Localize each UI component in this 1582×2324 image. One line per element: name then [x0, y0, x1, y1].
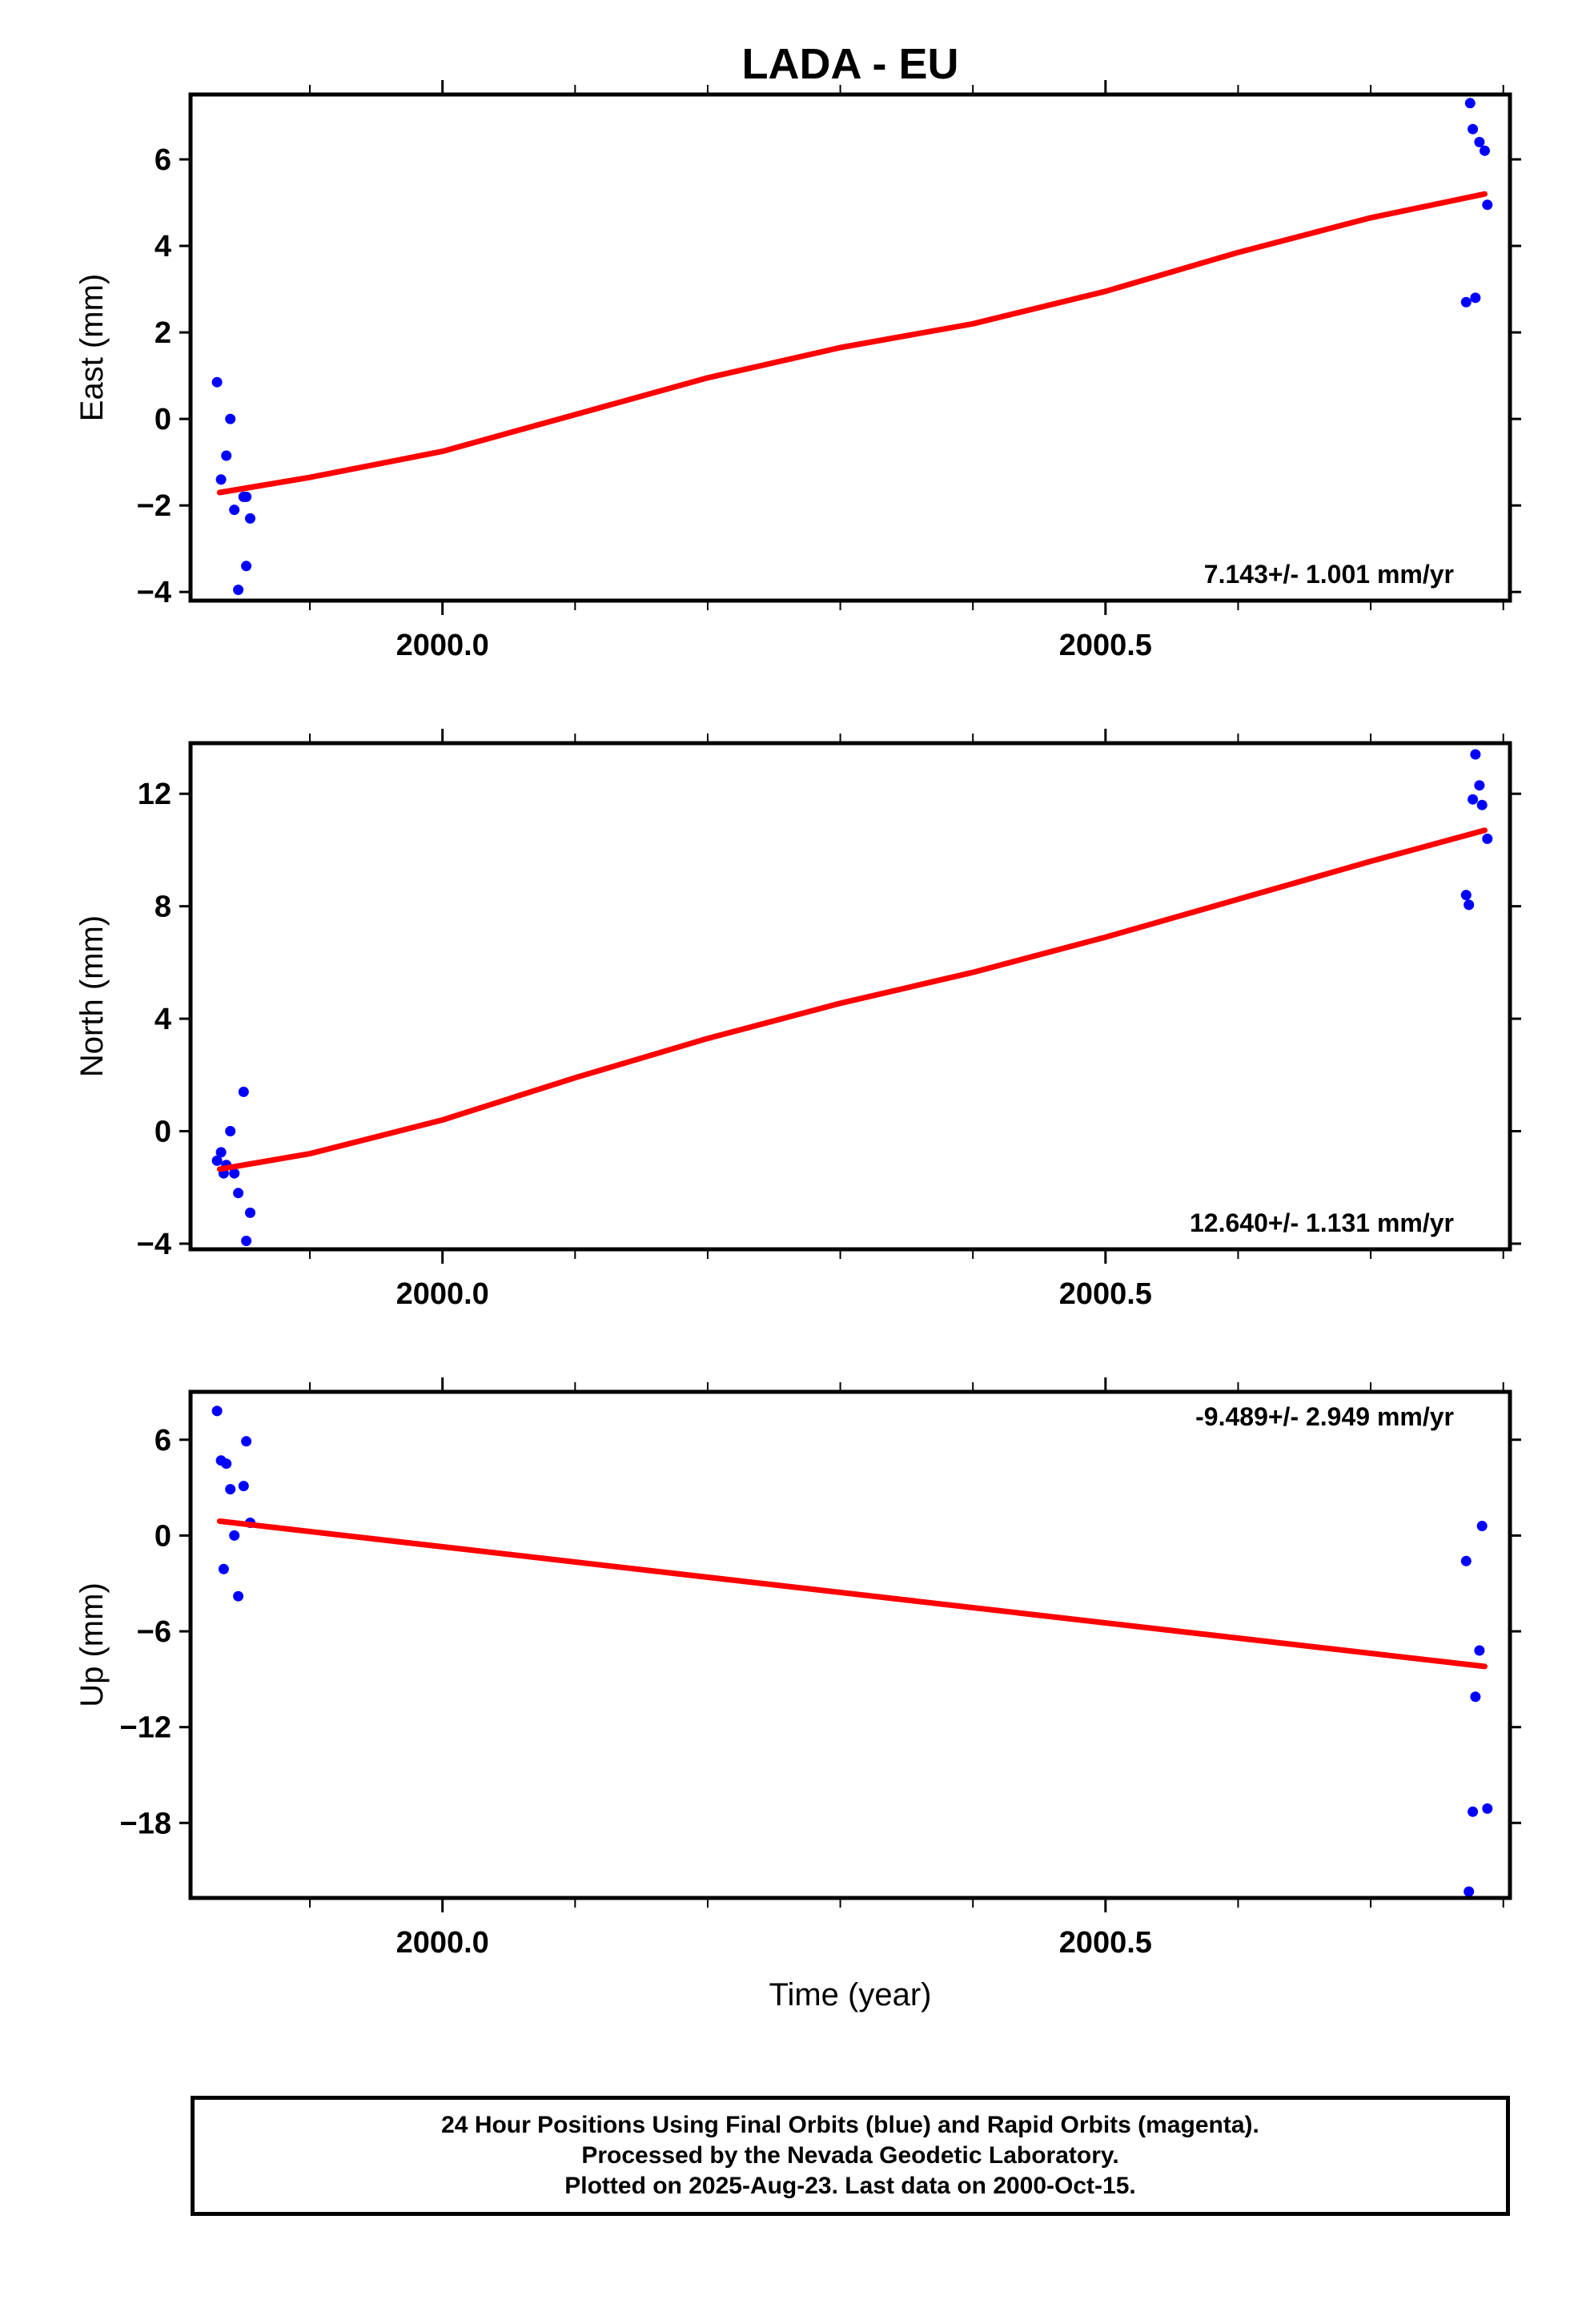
east-data-point — [1464, 98, 1476, 109]
north-plot-frame — [188, 741, 1512, 1252]
east-y-tick-label: −2 — [137, 489, 171, 523]
up-data-point — [233, 1590, 244, 1602]
east-data-point — [215, 474, 227, 485]
up-plot-frame — [188, 1389, 1512, 1900]
east-data-point — [241, 491, 252, 502]
north-x-tick-label: 2000.0 — [396, 1277, 489, 1311]
north-data-point — [245, 1207, 255, 1218]
north-data-point — [1476, 799, 1488, 810]
up-x-tick-label: 2000.0 — [396, 1926, 489, 1960]
up-y-tick-label: −18 — [120, 1807, 171, 1840]
east-x-tick-label: 2000.5 — [1059, 629, 1152, 662]
east-y-tick-label: 2 — [155, 316, 171, 350]
east-y-tick-label: 0 — [155, 403, 171, 436]
north-y-tick-label: 4 — [155, 1003, 171, 1036]
east-plot-frame — [188, 92, 1512, 603]
north-x-tick-label: 2000.5 — [1059, 1277, 1152, 1311]
east-rate-annotation: 7.143+/- 1.001 mm/yr — [1204, 560, 1454, 589]
up-data-point — [1470, 1691, 1481, 1703]
up-data-point — [1460, 1555, 1472, 1566]
north-data-point — [1468, 794, 1479, 805]
east-data-point — [221, 450, 232, 461]
east-y-axis-label: East (mm) — [74, 274, 110, 421]
north-data-point — [215, 1147, 227, 1158]
up-y-tick-label: 0 — [155, 1519, 171, 1553]
up-data-point — [238, 1481, 249, 1492]
up-y-axis-label: Up (mm) — [74, 1582, 110, 1707]
up-data-point — [241, 1436, 252, 1447]
north-data-point — [211, 1155, 223, 1166]
up-data-point — [1474, 1645, 1485, 1656]
x-axis-label: Time (year) — [769, 1977, 932, 2012]
up-data-point — [218, 1563, 229, 1574]
east-trend-line — [216, 191, 1488, 496]
up-rate-annotation: -9.489+/- 2.949 mm/yr — [1195, 1402, 1454, 1431]
footer-line-3: Plotted on 2025-Aug-23. Last data on 200… — [564, 2173, 1136, 2199]
chart-title: LADA - EU — [742, 40, 959, 88]
east-y-tick-label: −4 — [137, 576, 171, 609]
east-data-point — [241, 561, 252, 572]
east-data-point — [211, 376, 223, 388]
east-data-point — [1474, 136, 1485, 147]
east-data-point — [233, 585, 244, 595]
east-data-point — [225, 413, 236, 424]
east-data-point — [245, 513, 255, 524]
east-data-point — [1482, 199, 1493, 211]
east-data-point — [1468, 123, 1479, 135]
up-data-point — [221, 1458, 232, 1470]
north-data-point — [238, 1086, 249, 1097]
east-y-tick-label: 6 — [155, 143, 171, 177]
up-y-tick-label: −6 — [137, 1615, 171, 1649]
north-data-point — [241, 1236, 252, 1246]
north-trend-line — [216, 827, 1488, 1172]
north-data-point — [1464, 899, 1475, 911]
north-data-point — [1470, 749, 1481, 760]
north-data-point — [233, 1188, 244, 1199]
north-data-point — [1460, 890, 1472, 901]
footer-line-1: 24 Hour Positions Using Final Orbits (bl… — [441, 2112, 1259, 2138]
up-data-point — [1482, 1803, 1493, 1814]
up-data-point — [211, 1405, 223, 1417]
north-data-point — [229, 1168, 240, 1179]
east-y-tick-label: 4 — [155, 230, 171, 263]
east-data-point — [1470, 292, 1481, 304]
east-data-point — [1460, 296, 1472, 308]
north-data-point — [1482, 833, 1493, 844]
footer-line-2: Processed by the Nevada Geodetic Laborat… — [581, 2142, 1119, 2169]
north-y-axis-label: North (mm) — [74, 915, 110, 1077]
north-data-point — [225, 1126, 236, 1136]
north-data-point — [1474, 780, 1485, 791]
east-data-point — [1480, 145, 1490, 156]
east-data-point — [229, 505, 240, 516]
north-y-tick-label: 8 — [155, 891, 171, 924]
up-data-point — [1476, 1521, 1488, 1531]
north-rate-annotation: 12.640+/- 1.131 mm/yr — [1190, 1208, 1454, 1237]
up-data-point — [229, 1530, 240, 1541]
up-y-tick-label: 6 — [155, 1424, 171, 1458]
up-data-point — [1468, 1806, 1479, 1817]
north-y-tick-label: −4 — [137, 1228, 171, 1261]
footer-caption-box: 24 Hour Positions Using Final Orbits (bl… — [191, 2096, 1510, 2216]
up-trend-line — [216, 1518, 1488, 1670]
up-data-point — [225, 1484, 236, 1495]
up-data-point — [1464, 1886, 1475, 1897]
east-x-tick-label: 2000.0 — [396, 629, 489, 662]
up-y-tick-label: −12 — [120, 1711, 171, 1745]
north-y-tick-label: 0 — [155, 1116, 171, 1149]
north-y-tick-label: 12 — [138, 778, 171, 811]
up-x-tick-label: 2000.5 — [1059, 1926, 1152, 1960]
